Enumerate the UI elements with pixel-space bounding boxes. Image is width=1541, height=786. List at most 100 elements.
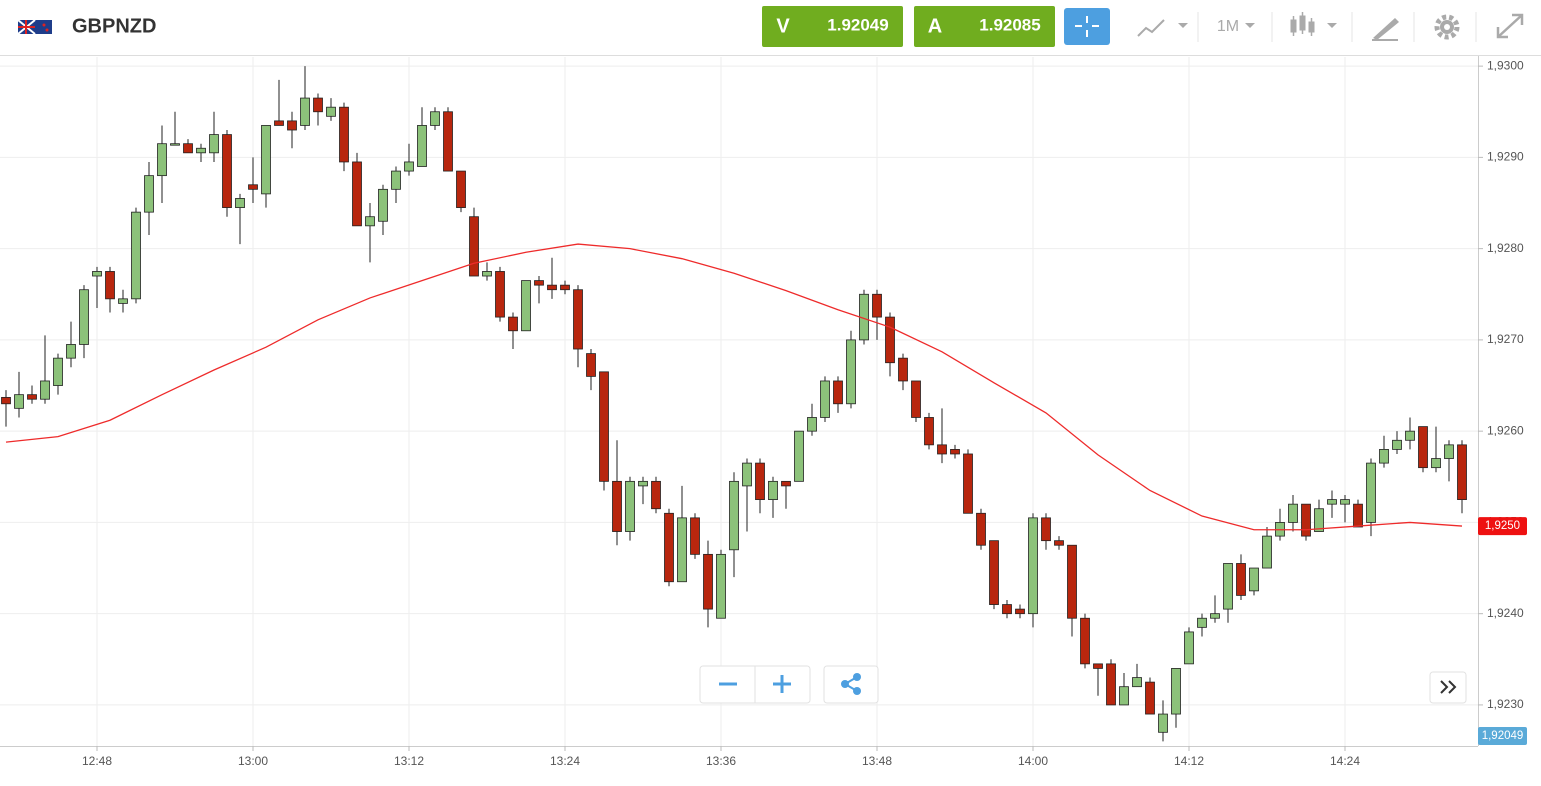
candle-body	[898, 357, 908, 382]
candle-body	[1418, 426, 1428, 469]
x-tick-label: 13:12	[394, 754, 424, 768]
candle-body	[1210, 613, 1220, 619]
share-button[interactable]	[823, 665, 879, 704]
scroll-right-button[interactable]	[1429, 671, 1467, 704]
candle-body	[1457, 444, 1467, 501]
candle-body	[287, 120, 297, 131]
candle-body	[989, 540, 999, 605]
candle-body	[456, 170, 466, 208]
candle-body	[612, 480, 622, 532]
x-tick-label: 13:36	[706, 754, 736, 768]
timeframe-button[interactable]: 1M	[1217, 18, 1255, 35]
candle-body	[196, 147, 206, 154]
candle-body	[690, 517, 700, 555]
candle-body	[274, 120, 284, 126]
candle-body	[963, 453, 973, 514]
candle-body	[1392, 439, 1402, 450]
candle-body	[66, 344, 76, 359]
candle-body	[521, 280, 531, 332]
fullscreen-button[interactable]	[1496, 13, 1524, 39]
candle-body	[144, 175, 154, 213]
candle-body	[443, 111, 453, 172]
candle-body	[547, 284, 557, 291]
sell-button[interactable]: V 1.92049	[762, 6, 903, 47]
candle-body	[209, 134, 219, 154]
candle-body	[1158, 713, 1168, 733]
candle-body	[1, 396, 11, 405]
candle-body	[339, 106, 349, 163]
x-tick-label: 13:24	[550, 754, 580, 768]
draw-button[interactable]	[1372, 18, 1399, 41]
candle-body	[885, 316, 895, 364]
candle-body	[1379, 449, 1389, 464]
candle-body	[118, 298, 128, 304]
candle-body	[1301, 503, 1311, 537]
candle-body	[508, 316, 518, 332]
candle-body	[430, 111, 440, 126]
candle-body	[183, 143, 193, 154]
symbol: GBPNZD	[72, 15, 156, 37]
timeframe: 1M	[1217, 18, 1239, 35]
candle-body	[27, 394, 37, 400]
candle-body	[1327, 499, 1337, 505]
candle-body	[235, 198, 245, 208]
candle-body	[534, 280, 544, 286]
y-tick-label: 1,9300	[1487, 58, 1524, 72]
candle-body	[586, 353, 596, 377]
candle-body	[1080, 617, 1090, 665]
zoom-in[interactable]	[773, 675, 791, 693]
x-tick-label: 14:24	[1330, 754, 1360, 768]
candle-body	[1067, 544, 1077, 619]
candle-body	[1444, 444, 1454, 459]
candle-body	[1054, 540, 1064, 546]
sell-price: 1.92049	[827, 15, 888, 34]
x-tick-label: 13:48	[862, 754, 892, 768]
y-tick-label: 1,9290	[1487, 150, 1524, 164]
candle-body	[846, 339, 856, 405]
settings-button[interactable]	[1434, 14, 1460, 40]
candle-body	[1366, 462, 1376, 523]
candle-body	[469, 216, 479, 277]
candle-body	[248, 184, 258, 190]
chart-type-button[interactable]	[1290, 12, 1337, 36]
buy-label: A	[928, 15, 942, 37]
candle-body	[391, 170, 401, 190]
y-tick-label: 1,9240	[1487, 606, 1524, 620]
candle-body	[1340, 499, 1350, 505]
candle-body	[560, 284, 570, 291]
candle-body	[495, 271, 505, 318]
candle-body	[1314, 508, 1324, 532]
candle-body	[352, 161, 362, 227]
candle-body	[313, 97, 323, 113]
candle-body	[79, 289, 89, 345]
candle-body	[807, 417, 817, 432]
candle-body	[1093, 663, 1103, 669]
candle-body	[222, 134, 232, 208]
y-tick-label: 1,9270	[1487, 332, 1524, 346]
candle-body	[911, 380, 921, 418]
candle-body	[1002, 604, 1012, 615]
candle-body	[1288, 503, 1298, 523]
moving-average	[5, 243, 1463, 531]
candle-body	[573, 289, 583, 350]
sell-label: V	[776, 15, 790, 37]
buy-button[interactable]: A 1.92085	[914, 6, 1055, 47]
candle-body	[326, 106, 336, 117]
x-tick-label: 12:48	[82, 754, 112, 768]
crosshair-button[interactable]	[1064, 8, 1110, 45]
candle-body	[1015, 608, 1025, 615]
candle-body	[794, 430, 804, 482]
candle-body	[40, 380, 50, 400]
candle-body	[1431, 458, 1441, 469]
candle-body	[482, 271, 492, 277]
candle-body	[755, 462, 765, 501]
candle-body	[1106, 663, 1116, 706]
y-tick-label: 1,9260	[1487, 423, 1524, 437]
buy-price: 1.92085	[979, 15, 1040, 34]
candle-body	[651, 480, 661, 510]
candle-body	[300, 97, 310, 126]
candle-body	[1223, 563, 1233, 610]
indicators-button[interactable]	[1137, 19, 1188, 37]
price-tag-label: 1,92049	[1482, 730, 1524, 742]
